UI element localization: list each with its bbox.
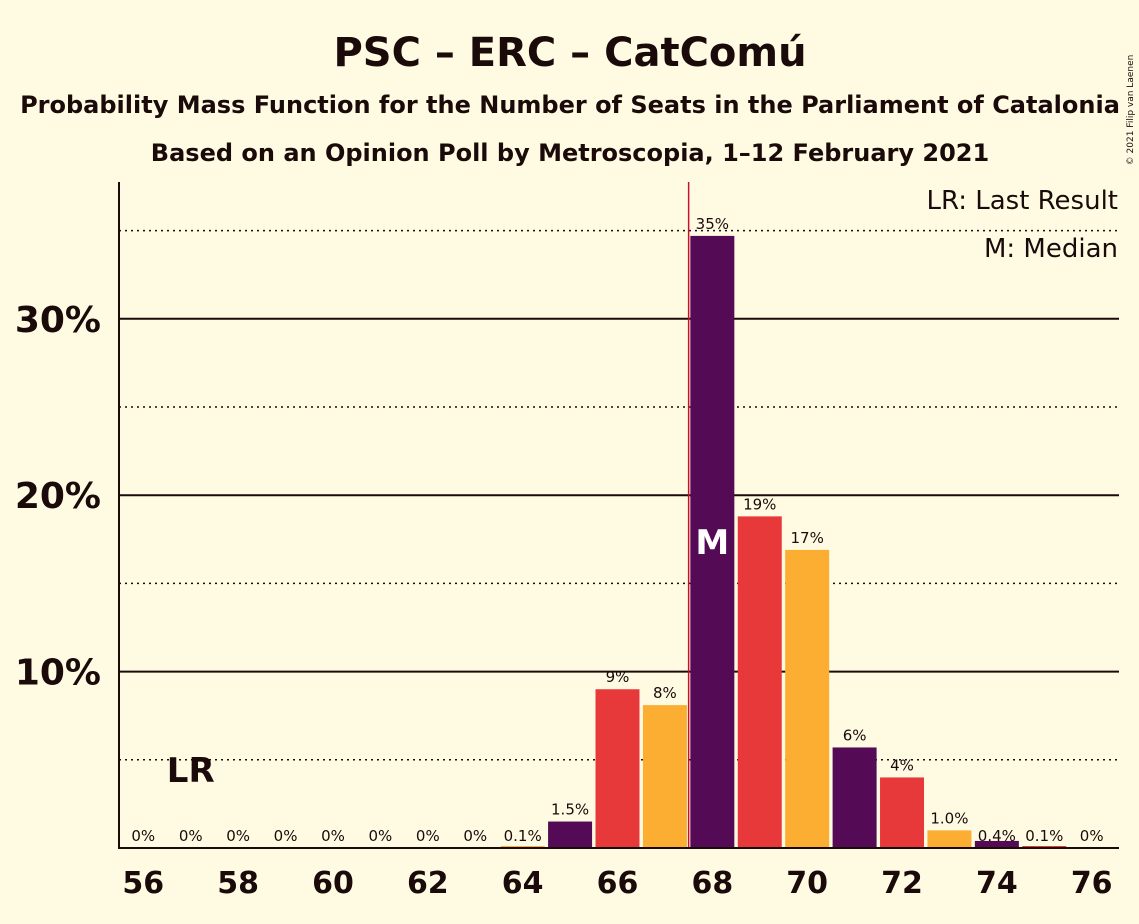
x-tick-label: 58 xyxy=(217,866,259,901)
x-tick-label: 64 xyxy=(502,866,544,901)
data-label-71: 6% xyxy=(843,726,867,744)
bar-seats-66 xyxy=(595,689,640,848)
x-tick-label: 72 xyxy=(881,866,923,901)
data-label-57: 0% xyxy=(179,827,203,845)
data-label-69: 19% xyxy=(743,495,776,513)
markers: M LR xyxy=(167,182,729,848)
bar-seats-71 xyxy=(832,747,877,848)
last-result-marker: LR xyxy=(167,751,215,791)
bar-seats-65 xyxy=(548,821,593,848)
data-label-61: 0% xyxy=(369,827,393,845)
bar-seats-72 xyxy=(880,777,925,848)
data-label-63: 0% xyxy=(463,827,487,845)
data-label-66: 9% xyxy=(606,668,630,686)
bar-seats-70 xyxy=(785,549,830,848)
x-tick-label: 62 xyxy=(407,866,449,901)
data-label-59: 0% xyxy=(274,827,298,845)
bar-seats-69 xyxy=(737,516,782,848)
x-tick-label: 68 xyxy=(691,866,733,901)
data-label-72: 4% xyxy=(890,756,914,774)
legend-last-result: LR: Last Result xyxy=(926,186,1118,216)
y-tick-label: 20% xyxy=(15,476,101,517)
data-label-60: 0% xyxy=(321,827,345,845)
bar-seats-68 xyxy=(690,235,735,849)
y-tick-label: 30% xyxy=(15,300,101,341)
x-tick-label: 66 xyxy=(597,866,639,901)
data-labels: 0% 0% 0% 0% 0% 0% 0% 0% 0.1% 1.5% 9% 8% 35% 19% 17% 6% 4… xyxy=(131,215,1103,845)
y-tick-label: 10% xyxy=(15,653,101,694)
data-label-70: 17% xyxy=(791,529,824,547)
data-label-65: 1.5% xyxy=(551,801,589,819)
data-label-75: 0.1% xyxy=(1025,827,1063,845)
bar-seats-67 xyxy=(642,705,687,848)
x-tick-label: 70 xyxy=(786,866,828,901)
bar-seats-74 xyxy=(974,840,1019,848)
data-label-76: 0% xyxy=(1080,827,1104,845)
bar-seats-73 xyxy=(927,830,972,848)
legend-median: M: Median xyxy=(984,234,1118,264)
data-label-64: 0.1% xyxy=(504,827,542,845)
data-label-67: 8% xyxy=(653,684,677,702)
x-tick-label: 56 xyxy=(122,866,164,901)
data-label-62: 0% xyxy=(416,827,440,845)
median-marker: M xyxy=(695,523,729,563)
x-tick-label: 60 xyxy=(312,866,354,901)
x-tick-label: 74 xyxy=(976,866,1018,901)
x-axis-ticks: 56 58 60 62 64 66 68 70 72 74 76 xyxy=(122,866,1112,901)
bars xyxy=(500,235,1067,849)
data-label-73: 1.0% xyxy=(930,809,968,827)
data-label-58: 0% xyxy=(226,827,250,845)
chart-title: PSC – ERC – CatComú xyxy=(333,30,806,76)
x-tick-label: 76 xyxy=(1071,866,1113,901)
data-label-74: 0.4% xyxy=(978,827,1016,845)
chart-subtitle: Probability Mass Function for the Number… xyxy=(20,91,1120,119)
data-label-68: 35% xyxy=(696,215,729,233)
chart-subtitle-2: Based on an Opinion Poll by Metroscopia,… xyxy=(151,139,989,167)
copyright-notice: © 2021 Filip van Laenen xyxy=(1126,55,1136,166)
y-axis-ticks: 10% 20% 30% xyxy=(15,300,101,694)
data-label-56: 0% xyxy=(131,827,155,845)
